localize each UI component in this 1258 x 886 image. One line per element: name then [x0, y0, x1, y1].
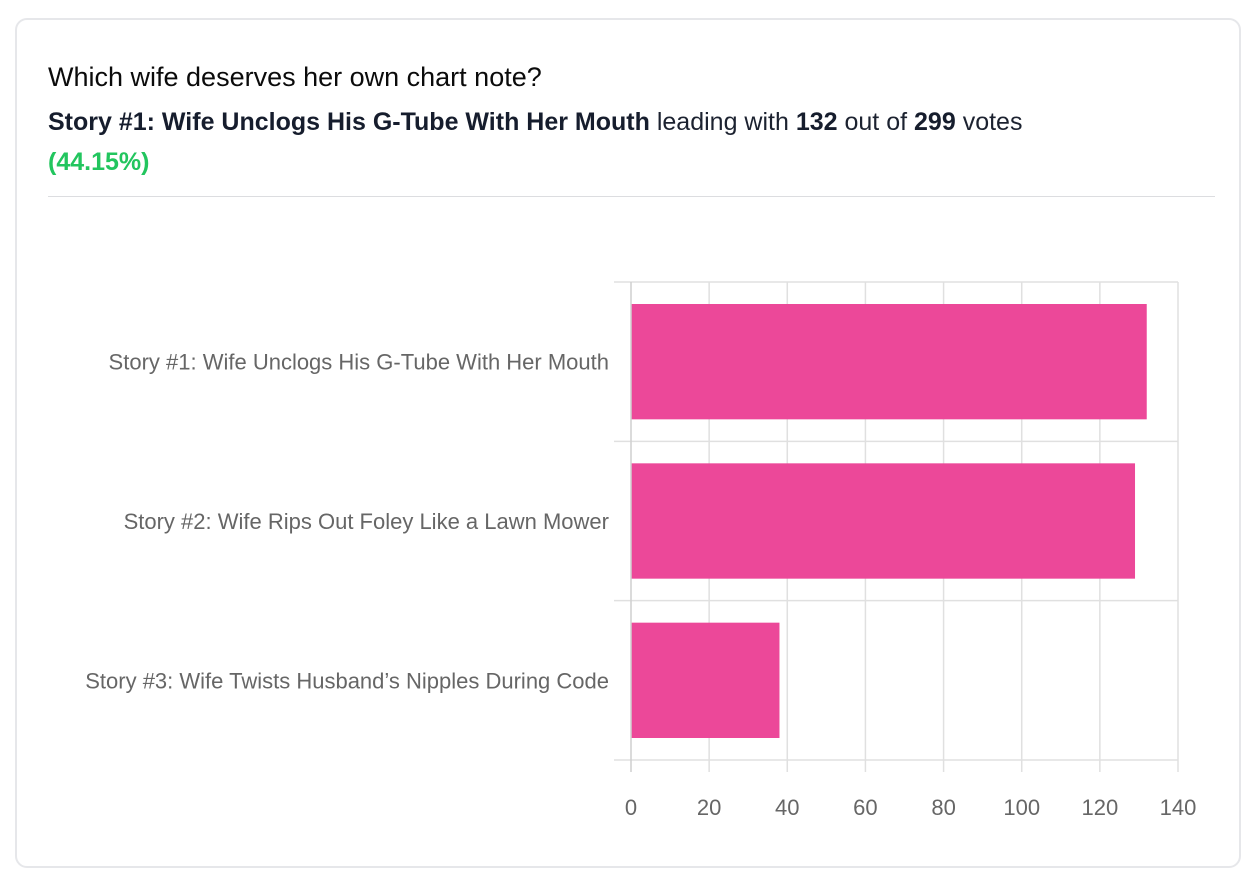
- poll-card: [15, 18, 1241, 868]
- leader-percent: (44.15%): [48, 148, 150, 176]
- x-tick-label: 140: [1160, 795, 1197, 820]
- bar-1: [631, 304, 1147, 420]
- leader-votes: 132: [795, 108, 838, 136]
- leading-with-text: leading with: [656, 108, 789, 136]
- poll-title: Which wife deserves her own chart note?: [48, 62, 542, 92]
- leader-name: Story #1: Wife Unclogs His G-Tube With H…: [48, 108, 650, 136]
- bar-2: [631, 463, 1136, 579]
- category-label: Story #1: Wife Unclogs His G-Tube With H…: [109, 350, 609, 375]
- x-tick-label: 40: [775, 795, 799, 820]
- votes-text: votes: [962, 108, 1023, 136]
- header-divider: [48, 196, 1215, 197]
- category-label: Story #2: Wife Rips Out Foley Like a Law…: [124, 509, 609, 534]
- category-label: Story #3: Wife Twists Husband’s Nipples …: [85, 668, 609, 693]
- x-tick-label: 100: [1003, 795, 1040, 820]
- x-tick-labels: 0 20 40 60 80 100 120 140: [625, 795, 1196, 820]
- bar-3: [631, 622, 780, 738]
- chart-bars: [631, 304, 1147, 738]
- total-votes: 299: [914, 108, 956, 136]
- x-tick-label: 20: [697, 795, 721, 820]
- out-of-text: out of: [844, 108, 908, 136]
- x-tick-label: 80: [931, 795, 955, 820]
- category-labels: Story #1: Wife Unclogs His G-Tube With H…: [85, 350, 609, 694]
- x-tick-label: 0: [625, 795, 637, 820]
- poll-summary: Story #1: Wife Unclogs His G-Tube With H…: [48, 102, 1218, 182]
- x-tick-label: 120: [1081, 795, 1118, 820]
- x-tick-label: 60: [853, 795, 877, 820]
